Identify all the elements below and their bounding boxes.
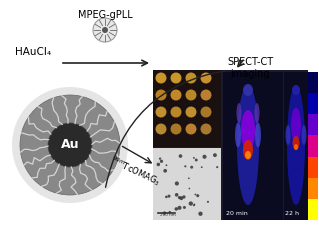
- Circle shape: [155, 106, 167, 117]
- FancyBboxPatch shape: [153, 148, 221, 220]
- FancyBboxPatch shape: [308, 72, 318, 93]
- Circle shape: [170, 124, 182, 135]
- Ellipse shape: [243, 140, 253, 160]
- Circle shape: [183, 206, 186, 209]
- Circle shape: [193, 204, 195, 206]
- Circle shape: [174, 207, 178, 211]
- Circle shape: [166, 164, 167, 166]
- Circle shape: [165, 196, 168, 198]
- Text: HAuCl₄: HAuCl₄: [15, 47, 51, 57]
- FancyBboxPatch shape: [153, 70, 308, 220]
- Circle shape: [186, 72, 197, 83]
- Text: 200 nm: 200 nm: [160, 213, 176, 217]
- Circle shape: [179, 154, 182, 158]
- FancyBboxPatch shape: [284, 72, 308, 220]
- Circle shape: [102, 27, 108, 33]
- FancyArrowPatch shape: [106, 70, 226, 187]
- Circle shape: [163, 211, 166, 215]
- Ellipse shape: [235, 122, 241, 148]
- Text: MPEG-gPLL: MPEG-gPLL: [78, 10, 132, 20]
- Ellipse shape: [301, 125, 307, 145]
- FancyBboxPatch shape: [308, 135, 318, 157]
- Circle shape: [213, 153, 217, 157]
- Circle shape: [193, 157, 195, 159]
- Circle shape: [201, 90, 211, 101]
- Circle shape: [48, 123, 92, 167]
- Text: SPECT-CT
imaging: SPECT-CT imaging: [227, 57, 273, 79]
- Circle shape: [186, 90, 197, 101]
- Circle shape: [195, 194, 196, 195]
- Ellipse shape: [245, 151, 251, 159]
- Circle shape: [170, 90, 182, 101]
- Circle shape: [201, 124, 211, 135]
- FancyBboxPatch shape: [308, 177, 318, 199]
- Text: Au: Au: [61, 139, 79, 151]
- Circle shape: [201, 72, 211, 83]
- Ellipse shape: [255, 103, 259, 123]
- Text: 20 min: 20 min: [226, 211, 248, 216]
- Circle shape: [167, 195, 171, 198]
- Ellipse shape: [287, 85, 305, 205]
- Text: 22 h: 22 h: [285, 211, 299, 216]
- Circle shape: [163, 169, 167, 173]
- FancyBboxPatch shape: [308, 156, 318, 178]
- Circle shape: [196, 194, 199, 197]
- Ellipse shape: [291, 108, 301, 142]
- Circle shape: [168, 211, 171, 214]
- Circle shape: [216, 166, 218, 168]
- Circle shape: [170, 72, 182, 83]
- FancyBboxPatch shape: [223, 72, 283, 220]
- FancyBboxPatch shape: [308, 198, 318, 220]
- Circle shape: [182, 195, 186, 199]
- Circle shape: [186, 124, 197, 135]
- Circle shape: [201, 166, 203, 168]
- Circle shape: [12, 87, 128, 203]
- Circle shape: [194, 204, 195, 205]
- Circle shape: [188, 177, 190, 179]
- Circle shape: [93, 18, 117, 42]
- Ellipse shape: [241, 110, 255, 150]
- FancyBboxPatch shape: [308, 114, 318, 135]
- Circle shape: [207, 201, 209, 203]
- Ellipse shape: [255, 122, 261, 148]
- Ellipse shape: [237, 85, 259, 205]
- Circle shape: [195, 159, 198, 162]
- Circle shape: [155, 124, 167, 135]
- Circle shape: [203, 155, 207, 159]
- Circle shape: [155, 72, 167, 83]
- Ellipse shape: [236, 103, 241, 123]
- Ellipse shape: [292, 85, 300, 95]
- Circle shape: [186, 106, 197, 117]
- Circle shape: [190, 166, 193, 169]
- Circle shape: [175, 181, 179, 186]
- Text: $^{99m}$TcOMAG$_3$: $^{99m}$TcOMAG$_3$: [108, 153, 162, 189]
- Circle shape: [178, 196, 181, 199]
- Circle shape: [157, 163, 160, 166]
- Ellipse shape: [294, 144, 298, 150]
- Ellipse shape: [286, 125, 291, 145]
- Circle shape: [177, 206, 182, 210]
- Circle shape: [189, 201, 193, 206]
- FancyBboxPatch shape: [153, 70, 221, 147]
- Circle shape: [179, 196, 183, 200]
- Circle shape: [20, 95, 120, 195]
- Circle shape: [184, 165, 186, 167]
- Circle shape: [189, 188, 190, 189]
- Circle shape: [160, 160, 163, 163]
- Circle shape: [170, 106, 182, 117]
- Circle shape: [155, 90, 167, 101]
- Circle shape: [198, 212, 203, 216]
- Circle shape: [201, 106, 211, 117]
- Ellipse shape: [293, 136, 300, 150]
- FancyBboxPatch shape: [308, 93, 318, 114]
- Circle shape: [159, 158, 161, 160]
- Ellipse shape: [243, 84, 253, 96]
- Circle shape: [175, 193, 178, 197]
